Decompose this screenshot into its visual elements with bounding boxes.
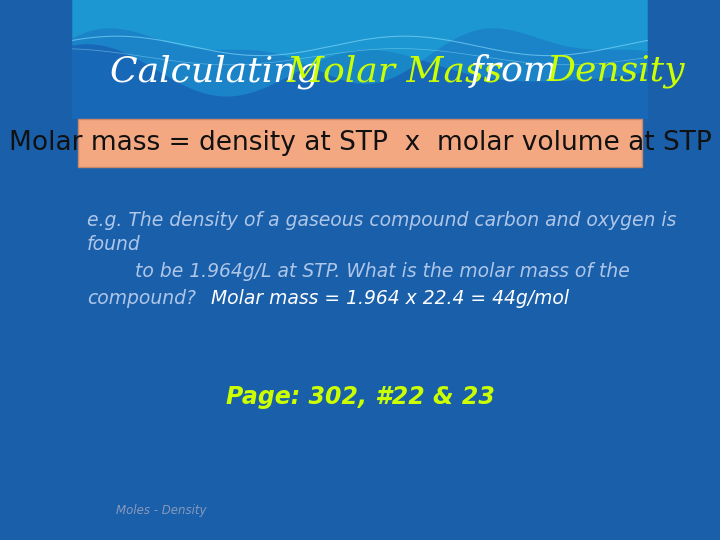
Text: Moles - Density: Moles - Density	[115, 504, 206, 517]
Polygon shape	[73, 0, 647, 97]
Text: Calculating: Calculating	[109, 54, 330, 89]
Text: found: found	[86, 235, 140, 254]
Text: from: from	[459, 55, 569, 88]
Text: Page: 302, #22 & 23: Page: 302, #22 & 23	[225, 385, 495, 409]
Text: compound?: compound?	[86, 289, 196, 308]
Text: Density: Density	[546, 55, 685, 88]
FancyBboxPatch shape	[78, 119, 642, 167]
Text: Molar mass = density at STP  x  molar volume at STP: Molar mass = density at STP x molar volu…	[9, 130, 711, 156]
Text: to be 1.964g/L at STP. What is the molar mass of the: to be 1.964g/L at STP. What is the molar…	[86, 262, 629, 281]
Polygon shape	[73, 0, 647, 84]
Polygon shape	[73, 0, 647, 119]
Text: e.g. The density of a gaseous compound carbon and oxygen is: e.g. The density of a gaseous compound c…	[86, 211, 676, 229]
Text: Molar mass = 1.964 x 22.4 = 44g/mol: Molar mass = 1.964 x 22.4 = 44g/mol	[187, 289, 570, 308]
Text: Molar Mass: Molar Mass	[287, 55, 503, 88]
